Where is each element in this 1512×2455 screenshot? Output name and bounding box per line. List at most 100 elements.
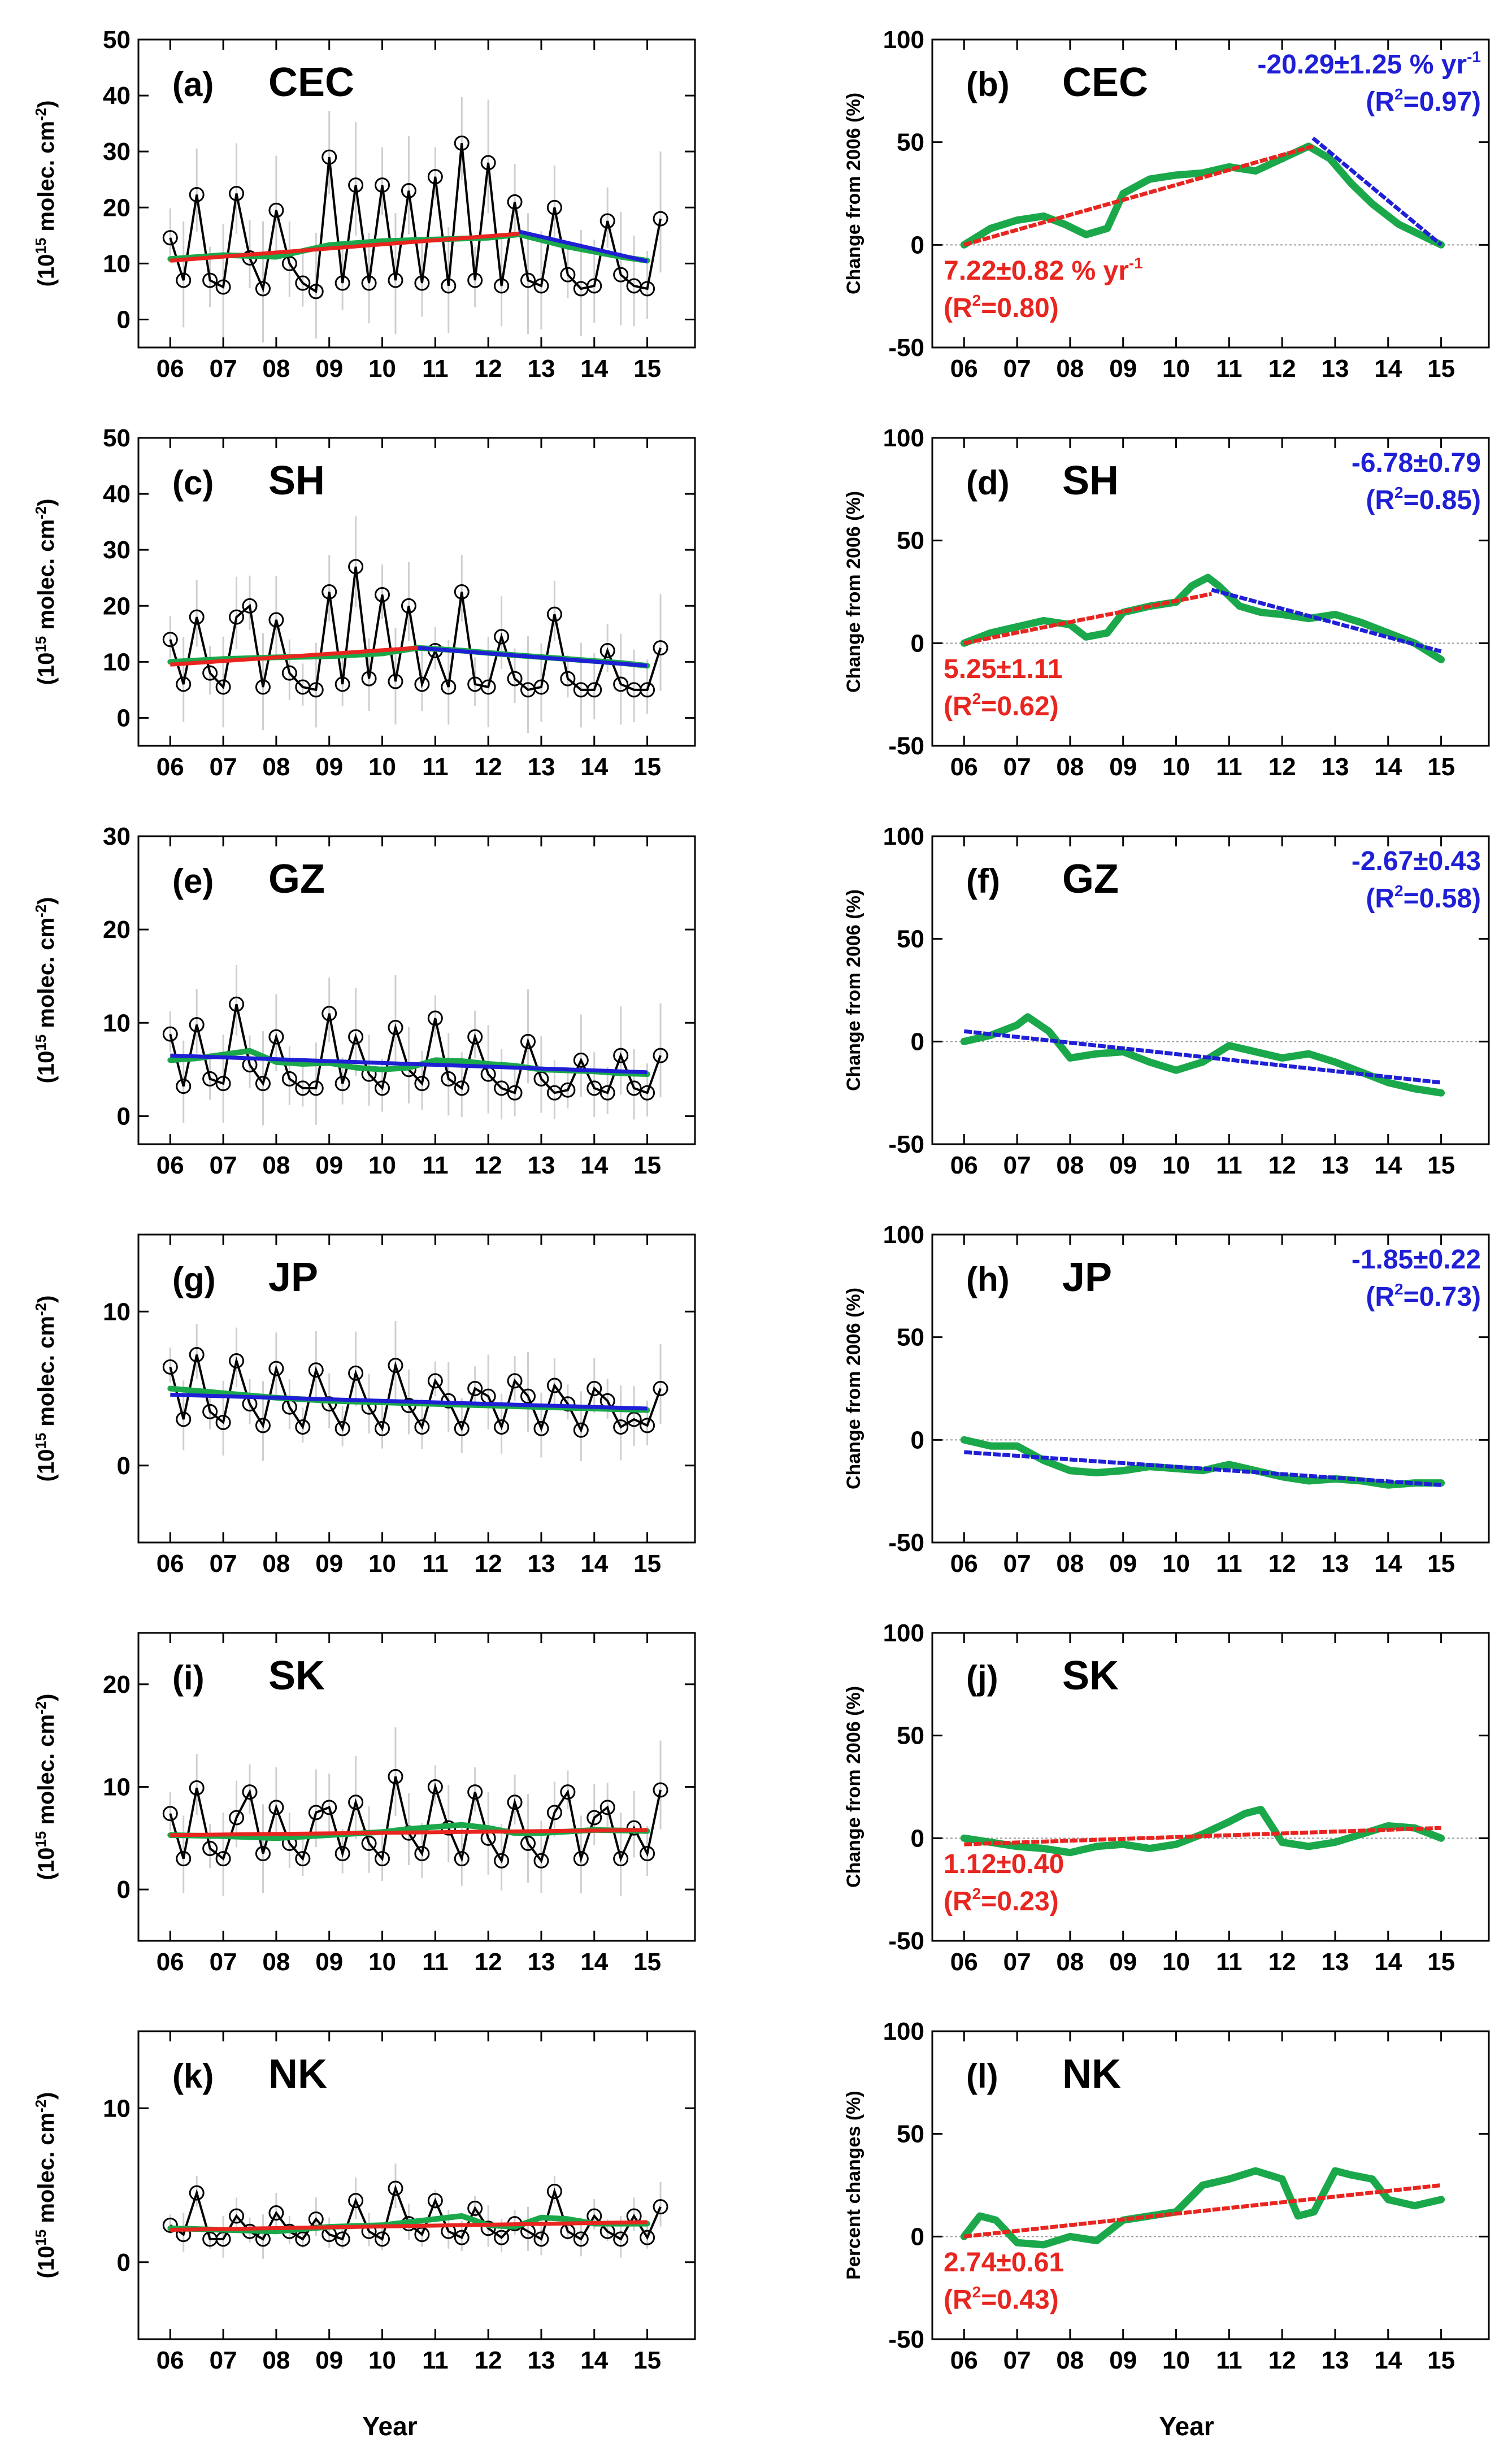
x-tick-label: 09: [1109, 1948, 1137, 1976]
r-squared-text: (R: [1366, 485, 1394, 515]
monthly-point: [375, 586, 390, 602]
monthly-point: [255, 679, 271, 695]
y-tick-label: 0: [911, 629, 924, 657]
r-squared-superscript: 2: [1394, 1280, 1404, 1298]
monthly-point: [361, 671, 377, 686]
region-label: SH: [268, 458, 325, 503]
panel-h: -50 0 50 100 06 07 08 09 10 11 12 13 14 15 Change from…: [843, 1221, 1490, 1578]
monthly-point: [375, 177, 390, 193]
monthly-point: [334, 676, 350, 692]
panel-b: -50 0 50 100 06 07 08 09 10 11 12 13 14 15 Change from…: [843, 26, 1490, 383]
monthly-point: [586, 1810, 602, 1826]
monthly-point: [348, 2193, 364, 2209]
y-tick-label: 0: [911, 2223, 924, 2250]
y-axis-label-superscript: 15: [32, 636, 49, 653]
r-squared-annotation: (R2=0.62): [944, 690, 1059, 722]
monthly-point: [640, 1085, 655, 1101]
monthly-point: [162, 230, 178, 246]
trend-value: -1.85±0.22: [1352, 1245, 1481, 1275]
monthly-point: [653, 1048, 668, 1063]
monthly-point: [560, 1784, 576, 1800]
blue-trend-line: [518, 229, 648, 263]
x-tick-label: 08: [262, 1152, 290, 1179]
x-tick-label: 14: [1374, 1152, 1402, 1179]
y-tick-label: 40: [103, 480, 131, 508]
monthly-point: [640, 1846, 655, 1862]
y-axis-label-part: molec. cm: [34, 1714, 59, 1831]
axes-frame: [931, 1632, 1490, 1942]
y-axis-label: (1015 molec. cm-2): [32, 2092, 59, 2279]
r-squared-annotation: (R2=0.58): [1366, 882, 1481, 914]
y-tick-label: 50: [103, 424, 131, 452]
monthly-point: [599, 213, 615, 229]
y-axis-label-superscript: -2: [32, 2100, 49, 2113]
y-tick-label: 50: [897, 1722, 924, 1750]
monthly-point: [229, 1353, 245, 1368]
axes-frame: [137, 835, 696, 1145]
r-squared-text: (R: [944, 692, 972, 722]
y-axis-label-part: ): [34, 499, 59, 506]
x-tick-label: 13: [1321, 355, 1349, 383]
monthly-point: [560, 1082, 576, 1098]
x-tick-label: 06: [950, 355, 978, 383]
monthly-point: [653, 1782, 668, 1798]
r-squared-value: =0.62): [981, 692, 1058, 722]
x-tick-label: 07: [210, 1948, 237, 1976]
y-axis-label-superscript: -2: [32, 905, 49, 918]
trend-value: 1.12±0.40: [944, 1849, 1064, 1879]
y-axis-label-part: (10: [34, 653, 59, 685]
monthly-point: [454, 135, 470, 151]
monthly-point: [560, 1396, 576, 1412]
monthly-point: [467, 2200, 483, 2216]
blue-trend-line: [1311, 136, 1443, 246]
monthly-point: [334, 1076, 350, 1092]
panel-label: (c): [172, 464, 214, 502]
x-tick-label: 06: [950, 1948, 978, 1976]
monthly-point: [375, 2231, 390, 2247]
trend-annotation: -2.67±0.43: [1352, 846, 1481, 876]
monthly-point: [467, 1029, 483, 1045]
monthly-point: [427, 169, 443, 185]
monthly-point: [215, 679, 231, 695]
x-tick-label: 10: [368, 1152, 396, 1179]
monthly-point: [215, 279, 231, 295]
y-tick-label: 0: [117, 306, 131, 333]
monthly-point: [375, 1420, 390, 1436]
monthly-point: [202, 1404, 218, 1419]
monthly-point: [242, 598, 258, 614]
panel-f: -50 0 50 100 06 07 08 09 10 11 12 13 14 15 Change from…: [843, 823, 1490, 1179]
monthly-point: [281, 665, 297, 681]
x-tick-label: 14: [580, 1550, 608, 1578]
monthly-point: [229, 2208, 245, 2224]
y-tick-label: 50: [897, 2121, 924, 2148]
monthly-point: [586, 278, 602, 294]
x-tick-label: 12: [475, 1550, 502, 1578]
monthly-point: [613, 2231, 629, 2247]
monthly-point: [533, 679, 549, 695]
monthly-point: [375, 1080, 390, 1096]
x-tick-label: 13: [527, 355, 555, 383]
monthly-point: [414, 1846, 430, 1862]
blue-trend-line: [418, 646, 648, 668]
trend-annotation: -1.85±0.22: [1352, 1245, 1481, 1275]
x-tick-label: 06: [157, 1948, 184, 1976]
y-tick-label: 0: [117, 1876, 131, 1904]
x-tick-label: 12: [475, 1152, 502, 1179]
x-tick-label: 14: [1374, 355, 1402, 383]
monthly-point: [573, 1052, 589, 1068]
monthly-point: [189, 1017, 205, 1033]
x-tick-label: 15: [633, 1948, 661, 1976]
x-tick-label: 09: [1109, 1550, 1137, 1578]
monthly-point: [613, 267, 629, 283]
r-squared-text: (R: [1366, 87, 1394, 117]
monthly-point: [229, 609, 245, 625]
green-series-line: [167, 645, 650, 669]
y-axis-label-part: ): [34, 1694, 59, 1701]
x-tick-label: 08: [1056, 2347, 1084, 2374]
y-axis-label-part: ): [34, 2092, 59, 2100]
x-tick-label: 06: [950, 1550, 978, 1578]
monthly-point: [308, 284, 324, 299]
monthly-point: [189, 1780, 205, 1796]
